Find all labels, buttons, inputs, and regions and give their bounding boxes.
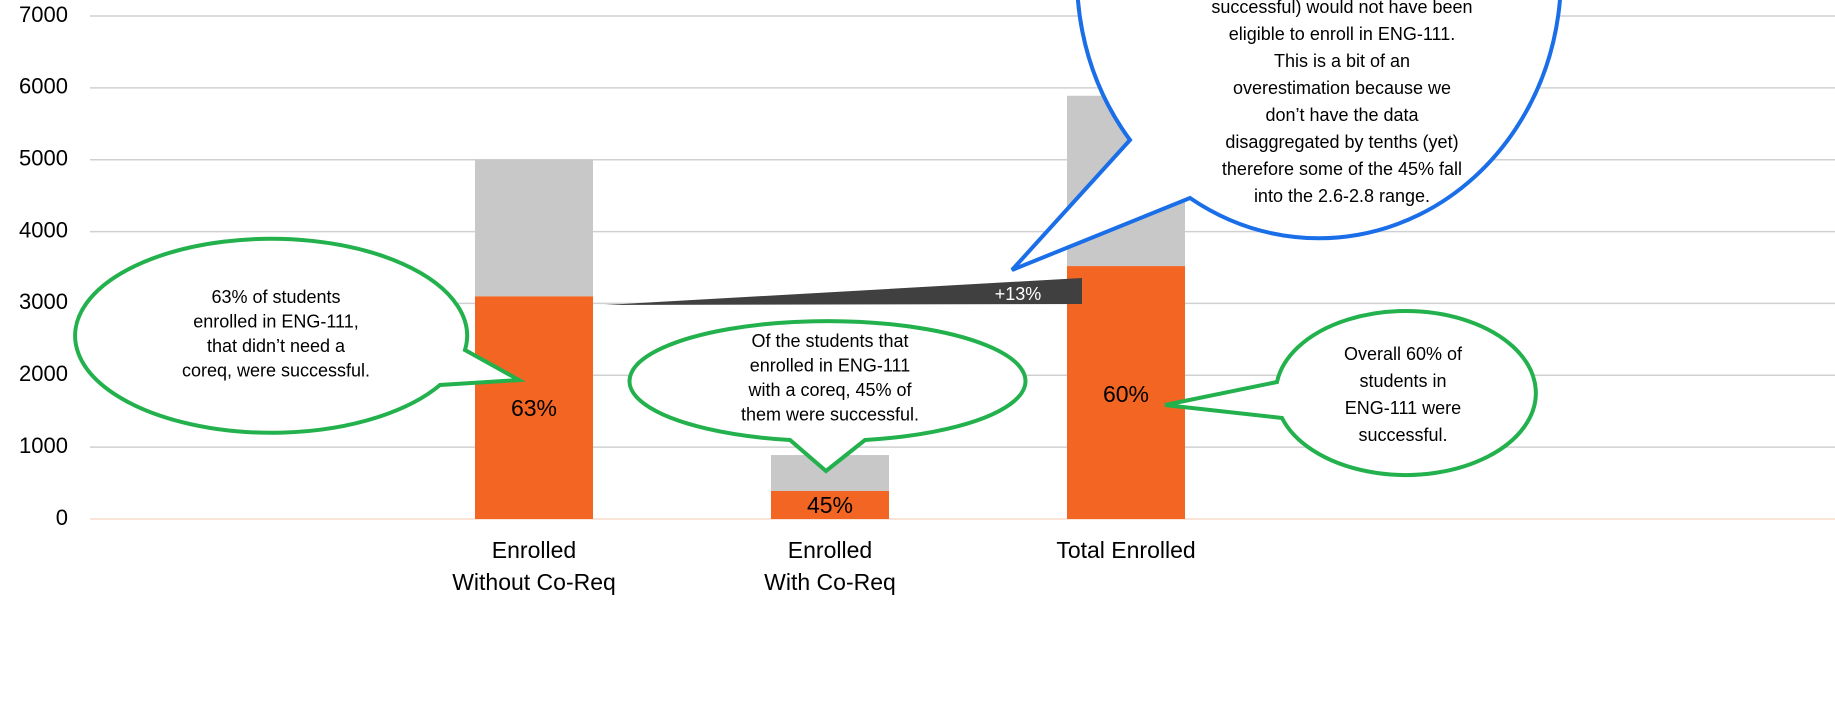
- callout-text: successful.: [1358, 425, 1447, 445]
- bar-label: 63%: [511, 395, 557, 421]
- bar-segment: [1067, 266, 1185, 519]
- callout-text: successful) would not have been: [1211, 0, 1472, 17]
- callout-text: 63% of students: [211, 287, 340, 307]
- callout-text: ENG-111 were: [1345, 398, 1461, 418]
- y-tick-label: 0: [56, 505, 68, 530]
- callout-text: with a coreq, 45% of: [747, 380, 912, 400]
- callout-text: that didn’t need a: [207, 336, 346, 356]
- difference-label: +13%: [995, 284, 1042, 304]
- y-tick-label: 3000: [19, 289, 68, 314]
- left-callout: [73, 236, 526, 435]
- y-tick-label: 5000: [19, 146, 68, 171]
- bar-label: 45%: [807, 492, 853, 518]
- callout-text: students in: [1359, 371, 1446, 391]
- y-tick-label: 4000: [19, 217, 68, 242]
- bar-label: 60%: [1103, 381, 1149, 407]
- y-tick-label: 2000: [19, 361, 68, 386]
- middle-callout: [627, 319, 1028, 474]
- y-tick-label: 6000: [19, 74, 68, 99]
- x-tick-label: Enrolled Without Co-Req: [452, 537, 616, 595]
- callout-text: overestimation because we: [1233, 78, 1451, 98]
- y-tick-label: 7000: [19, 2, 68, 27]
- x-tick-label: Total Enrolled: [1056, 537, 1195, 563]
- bar-segment: [771, 490, 889, 519]
- difference-wedge: [605, 278, 1082, 305]
- callout-text: Of the students that: [751, 331, 908, 351]
- y-tick-label: 1000: [19, 433, 68, 458]
- blue-callout: [1010, 0, 1562, 272]
- right-callout: [1164, 309, 1538, 478]
- callout-text: enrolled in ENG-111: [750, 355, 910, 375]
- notes: successful) would not have been eligible …: [182, 0, 1473, 445]
- callout-text: enrolled in ENG-111,: [193, 311, 358, 331]
- callout-text: This is a bit of an: [1274, 51, 1410, 71]
- callout-text: coreq, were successful.: [182, 360, 370, 380]
- callout-text: them were successful.: [741, 404, 919, 424]
- callout-text: into the 2.6-2.8 range.: [1254, 186, 1430, 206]
- callout-text: therefore some of the 45% fall: [1222, 159, 1462, 179]
- callout-text: Overall 60% of: [1344, 344, 1463, 364]
- callout-text: disaggregated by tenths (yet): [1225, 132, 1458, 152]
- callout-text: eligible to enroll in ENG-111.: [1229, 24, 1455, 44]
- bar-segment: [475, 159, 593, 297]
- x-tick-label: Enrolled With Co-Req: [764, 537, 896, 595]
- callout-text: don’t have the data: [1265, 105, 1419, 125]
- bar-segment: [475, 296, 593, 519]
